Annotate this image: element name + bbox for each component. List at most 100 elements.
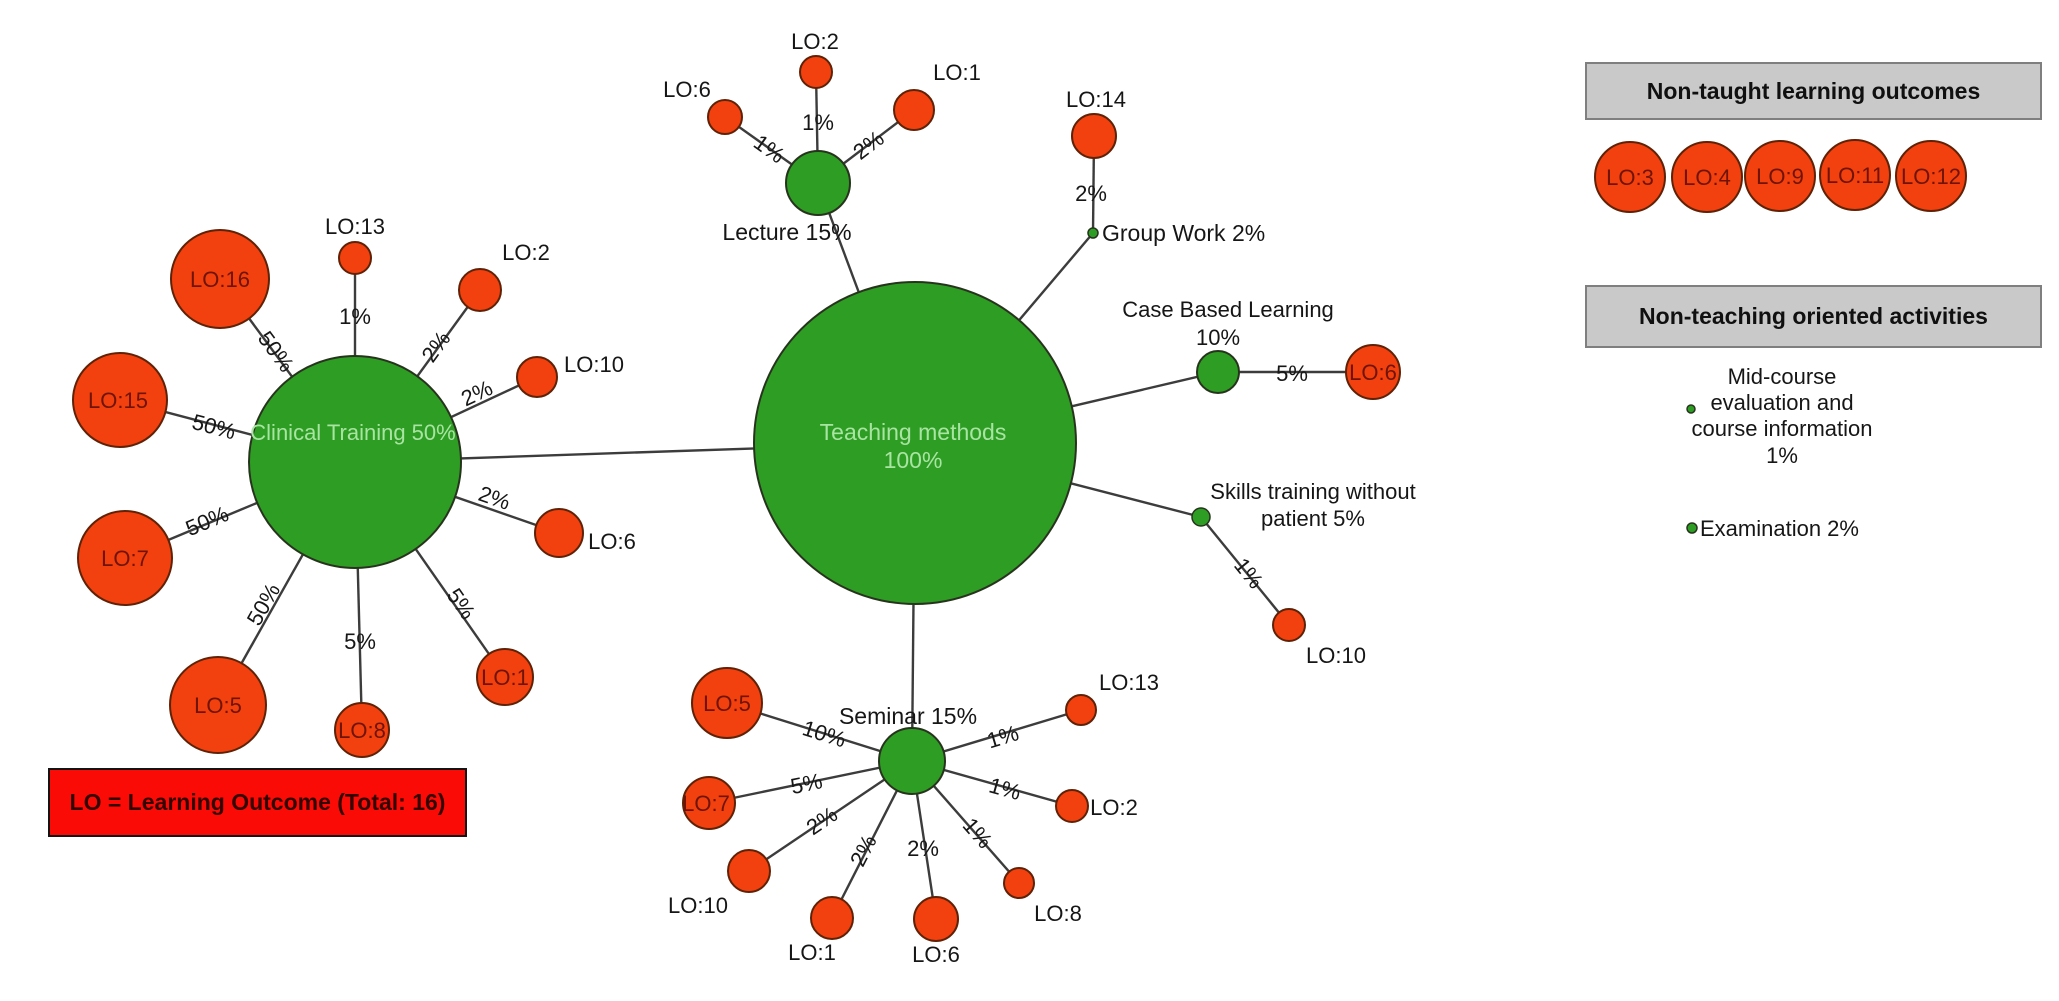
label-lec-lo1: LO:1: [933, 60, 981, 85]
label-sem-lo13: LO:13: [1099, 670, 1159, 695]
edge-label-clinical-training-cl-lo13: 1%: [339, 304, 371, 329]
edge-label-clinical-training-cl-lo1: 5%: [442, 584, 481, 624]
mid-course-note-line1: Mid-course: [1728, 364, 1837, 389]
label-nt-lo9: LO:9: [1756, 164, 1804, 189]
node-examination-dot: [1686, 522, 1698, 534]
node-nt-lo11: [1819, 139, 1891, 211]
label-sem-lo8: LO:8: [1034, 901, 1082, 926]
clinical-training-label: Clinical Training 50%: [250, 420, 455, 445]
node-sem-lo6: [913, 896, 959, 942]
label-nt-lo11: LO:11: [1826, 163, 1884, 188]
skills-training-title-line2: patient 5%: [1261, 506, 1365, 531]
label-nt-lo12: LO:12: [1901, 164, 1961, 189]
node-cl-lo7: [77, 510, 173, 606]
node-sem-lo7: [682, 776, 736, 830]
edge-label-seminar-sem-lo10: 2%: [802, 802, 842, 841]
label-cbl-lo6: LO:6: [1349, 360, 1397, 385]
edge-label-clinical-training-cl-lo6: 2%: [475, 481, 513, 515]
examination-note: Examination 2%: [1700, 516, 1859, 541]
label-cl-lo6: LO:6: [588, 529, 636, 554]
edge-label-lecture-lec-lo6: 1%: [749, 129, 789, 168]
panel-non-taught-title: Non-taught learning outcomes: [1646, 77, 1981, 104]
label-cl-lo5: LO:5: [194, 693, 242, 718]
edge-label-clinical-training-cl-lo7: 50%: [182, 501, 232, 541]
label-sem-lo2: LO:2: [1090, 795, 1138, 820]
node-sem-lo8: [1003, 867, 1035, 899]
edge-label-clinical-training-cl-lo5: 50%: [242, 579, 285, 630]
edge-label-seminar-sem-lo7: 5%: [788, 768, 824, 799]
teaching-methods-label: Teaching methods: [820, 419, 1007, 445]
node-sem-lo5: [691, 667, 763, 739]
edge-label-clinical-training-cl-lo15: 50%: [189, 409, 238, 444]
node-nt-lo4: [1671, 141, 1743, 213]
node-case-based-learning: [1196, 350, 1240, 394]
label-cl-lo8: LO:8: [338, 718, 386, 743]
node-sk-lo10: [1272, 608, 1306, 642]
label-sk-lo10: LO:10: [1306, 643, 1366, 668]
node-teaching-methods: [753, 281, 1077, 605]
label-cl-lo16: LO:16: [190, 267, 250, 292]
label-sem-lo10: LO:10: [668, 893, 728, 918]
node-seminar: [878, 727, 946, 795]
edge-label-seminar-sem-lo2: 1%: [986, 772, 1023, 805]
node-lec-lo1: [893, 89, 935, 131]
edge-label-clinical-training-cl-lo8: 5%: [344, 629, 376, 654]
label-cl-lo7: LO:7: [101, 546, 149, 571]
node-skills-training: [1191, 507, 1211, 527]
node-cl-lo5: [169, 656, 267, 754]
node-cl-lo1: [476, 648, 534, 706]
label-cl-lo15: LO:15: [88, 388, 148, 413]
legend-text: LO = Learning Outcome (Total: 16): [69, 789, 446, 815]
node-group-work: [1087, 227, 1099, 239]
label-cl-lo2: LO:2: [502, 240, 550, 265]
label-sem-lo7: LO:7: [682, 791, 730, 816]
label-sem-lo1: LO:1: [788, 940, 836, 965]
edge-label-seminar-sem-lo13: 1%: [984, 720, 1022, 753]
mid-course-note-pct: 1%: [1766, 443, 1798, 468]
node-cl-lo13: [338, 241, 372, 275]
node-sem-lo1: [810, 896, 854, 940]
label-nt-lo3: LO:3: [1606, 165, 1654, 190]
node-cl-lo8: [334, 702, 390, 758]
node-cl-lo15: [72, 352, 168, 448]
legend-box: LO = Learning Outcome (Total: 16): [48, 768, 467, 837]
node-nt-lo12: [1895, 140, 1967, 212]
node-lecture: [785, 150, 851, 216]
panel-non-teaching-title: Non-teaching oriented activities: [1639, 303, 1988, 329]
panel-non-taught-outcomes: Non-taught learning outcomes: [1585, 62, 2042, 120]
node-clinical-training: [248, 355, 462, 569]
node-lec-lo6: [707, 99, 743, 135]
edge-label-seminar-sem-lo6: 2%: [907, 836, 939, 861]
node-cbl-lo6: [1345, 344, 1401, 400]
node-mid-course-dot: [1686, 404, 1696, 414]
skills-training-title-line1: Skills training without: [1210, 479, 1415, 504]
edge-label-lecture-lec-lo2: 1%: [802, 110, 834, 135]
label-nt-lo4: LO:4: [1683, 165, 1731, 190]
node-sem-lo2: [1055, 789, 1089, 823]
node-cl-lo10: [516, 356, 558, 398]
label-lec-lo6: LO:6: [663, 77, 711, 102]
edge-skills-training-sk-lo10: [1200, 516, 1290, 626]
node-cl-lo16: [170, 229, 270, 329]
group-work-title: Group Work 2%: [1102, 220, 1265, 246]
case-based-learning-title: Case Based Learning: [1122, 297, 1334, 322]
node-sem-lo10: [727, 849, 771, 893]
node-lec-lo2: [799, 55, 833, 89]
seminar-title: Seminar 15%: [839, 703, 977, 729]
panel-non-teaching-activities: Non-teaching oriented activities: [1585, 285, 2042, 348]
mid-course-note-line2: evaluation and: [1710, 390, 1853, 415]
lecture-title: Lecture 15%: [722, 219, 851, 245]
edge-label-lecture-lec-lo1: 2%: [848, 125, 888, 164]
label-sem-lo6: LO:6: [912, 942, 960, 967]
node-nt-lo3: [1594, 141, 1666, 213]
label-cl-lo1: LO:1: [481, 665, 529, 690]
edge-label-seminar-sem-lo1: 2%: [845, 831, 882, 871]
edge-label-group-work-gw-lo14: 2%: [1075, 181, 1107, 206]
label-sem-lo5: LO:5: [703, 691, 751, 716]
node-sem-lo13: [1065, 694, 1097, 726]
node-gw-lo14: [1071, 113, 1117, 159]
label-cl-lo10: LO:10: [564, 352, 624, 377]
case-based-learning-pct: 10%: [1196, 325, 1240, 350]
